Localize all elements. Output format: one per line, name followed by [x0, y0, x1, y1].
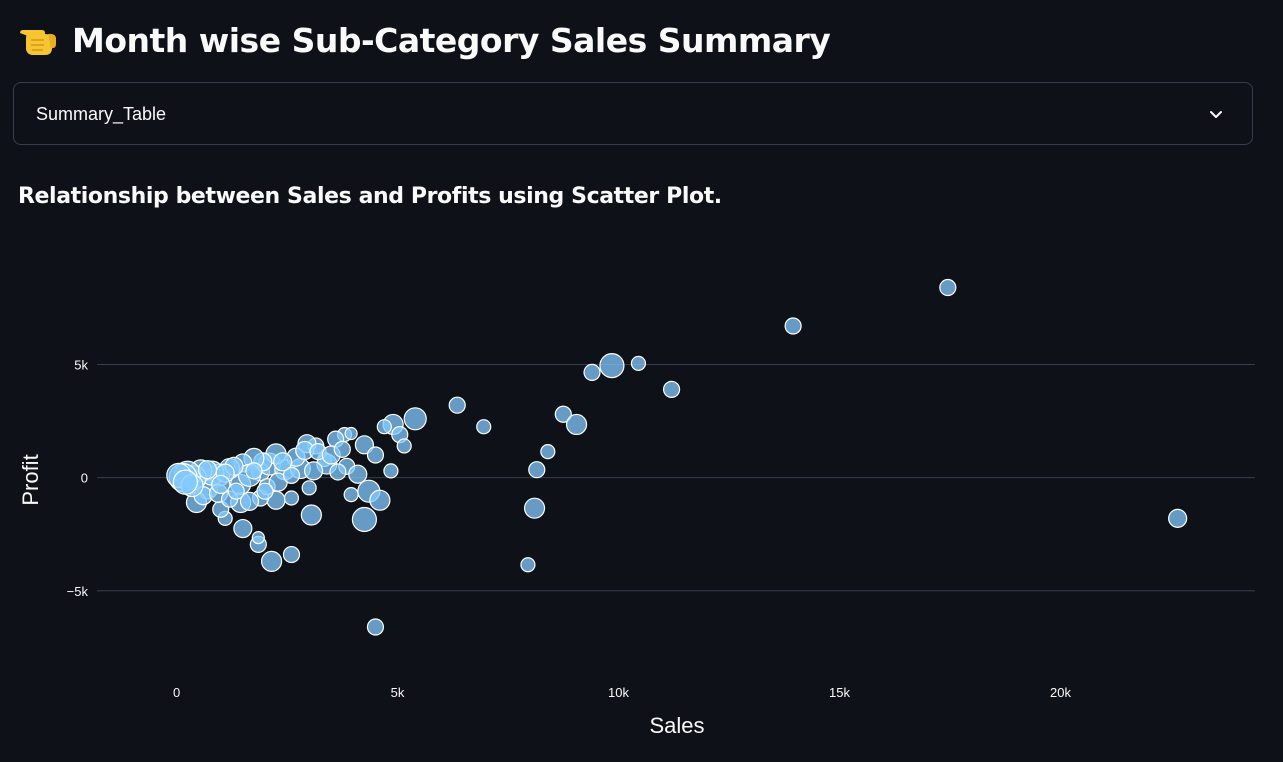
y-axis-ticks: −5k 0 5k	[67, 357, 89, 598]
summary-select-value: Summary_Table	[36, 104, 167, 124]
scatter-point[interactable]	[251, 531, 265, 545]
scatter-point[interactable]	[939, 278, 957, 297]
scatter-point[interactable]	[554, 405, 572, 423]
x-tick-label: 15k	[829, 685, 850, 700]
scatter-point[interactable]	[662, 380, 681, 398]
summary-select[interactable]: Summary_Table	[13, 82, 1253, 145]
scatter-point[interactable]	[245, 462, 263, 480]
x-tick-label: 10k	[608, 685, 629, 700]
scatter-point[interactable]	[523, 497, 546, 519]
scatter-point[interactable]	[351, 506, 378, 533]
x-tick-label: 0	[173, 685, 180, 700]
scatter-point[interactable]	[520, 557, 536, 573]
scatter-point[interactable]	[383, 463, 399, 479]
scatter-point[interactable]	[784, 317, 802, 335]
x-axis-ticks: 0 5k 10k 15k 20k	[173, 685, 1072, 700]
y-tick-label: −5k	[67, 584, 89, 599]
scatter-point[interactable]	[366, 446, 385, 464]
scatter-point[interactable]	[528, 461, 546, 479]
scatter-point[interactable]	[227, 482, 245, 500]
scatter-point[interactable]	[565, 413, 588, 436]
scatter-point[interactable]	[343, 487, 359, 503]
scatter-point[interactable]	[1168, 508, 1188, 528]
scatter-point[interactable]	[282, 545, 301, 564]
scatter-point[interactable]	[366, 618, 385, 636]
pointing-hand-emoji-icon	[20, 30, 56, 55]
scatter-point[interactable]	[239, 491, 260, 511]
scatter-point[interactable]	[354, 435, 375, 455]
section-heading: Relationship between Sales and Profits u…	[18, 184, 722, 209]
scatter-point[interactable]	[348, 464, 368, 484]
x-axis-title: Sales	[649, 713, 704, 738]
page-title-text: Month wise Sub-Category Sales Summary	[72, 20, 831, 60]
scatter-point[interactable]	[396, 438, 412, 454]
scatter-point[interactable]	[344, 426, 358, 441]
y-tick-label: 5k	[74, 357, 88, 372]
scatter-point[interactable]	[476, 419, 492, 435]
scatter-point[interactable]	[211, 474, 231, 495]
scatter-point[interactable]	[369, 489, 391, 511]
scatter-point[interactable]	[197, 460, 218, 480]
scatter-point[interactable]	[403, 407, 427, 431]
scatter-point[interactable]	[273, 452, 293, 472]
scatter-point[interactable]	[376, 419, 392, 435]
scatter-point[interactable]	[282, 466, 301, 484]
scatter-point[interactable]	[599, 353, 625, 379]
x-tick-label: 5k	[391, 685, 405, 700]
scatter-point[interactable]	[583, 363, 601, 381]
scatter-point[interactable]	[303, 461, 324, 481]
chart-points[interactable]	[166, 278, 1188, 636]
scatter-point[interactable]	[329, 463, 347, 481]
scatter-point[interactable]	[172, 469, 198, 495]
scatter-point[interactable]	[448, 396, 466, 414]
scatter-point[interactable]	[630, 355, 647, 371]
scatter-point[interactable]	[260, 550, 283, 572]
scatter-point[interactable]	[333, 440, 351, 458]
scatter-point[interactable]	[540, 444, 556, 460]
scatter-point[interactable]	[256, 482, 274, 500]
page-title: Month wise Sub-Category Sales Summary	[18, 18, 831, 62]
scatter-chart[interactable]: 0 5k 10k 15k 20k −5k 0 5k Sales Profit	[0, 230, 1283, 762]
chevron-down-icon[interactable]	[1207, 105, 1225, 123]
scatter-point[interactable]	[300, 504, 322, 526]
x-tick-label: 20k	[1050, 685, 1071, 700]
y-tick-label: 0	[81, 471, 88, 486]
scatter-point[interactable]	[233, 518, 253, 539]
scatter-point[interactable]	[283, 490, 300, 506]
y-axis-title: Profit	[18, 454, 43, 505]
scatter-point[interactable]	[301, 480, 317, 496]
